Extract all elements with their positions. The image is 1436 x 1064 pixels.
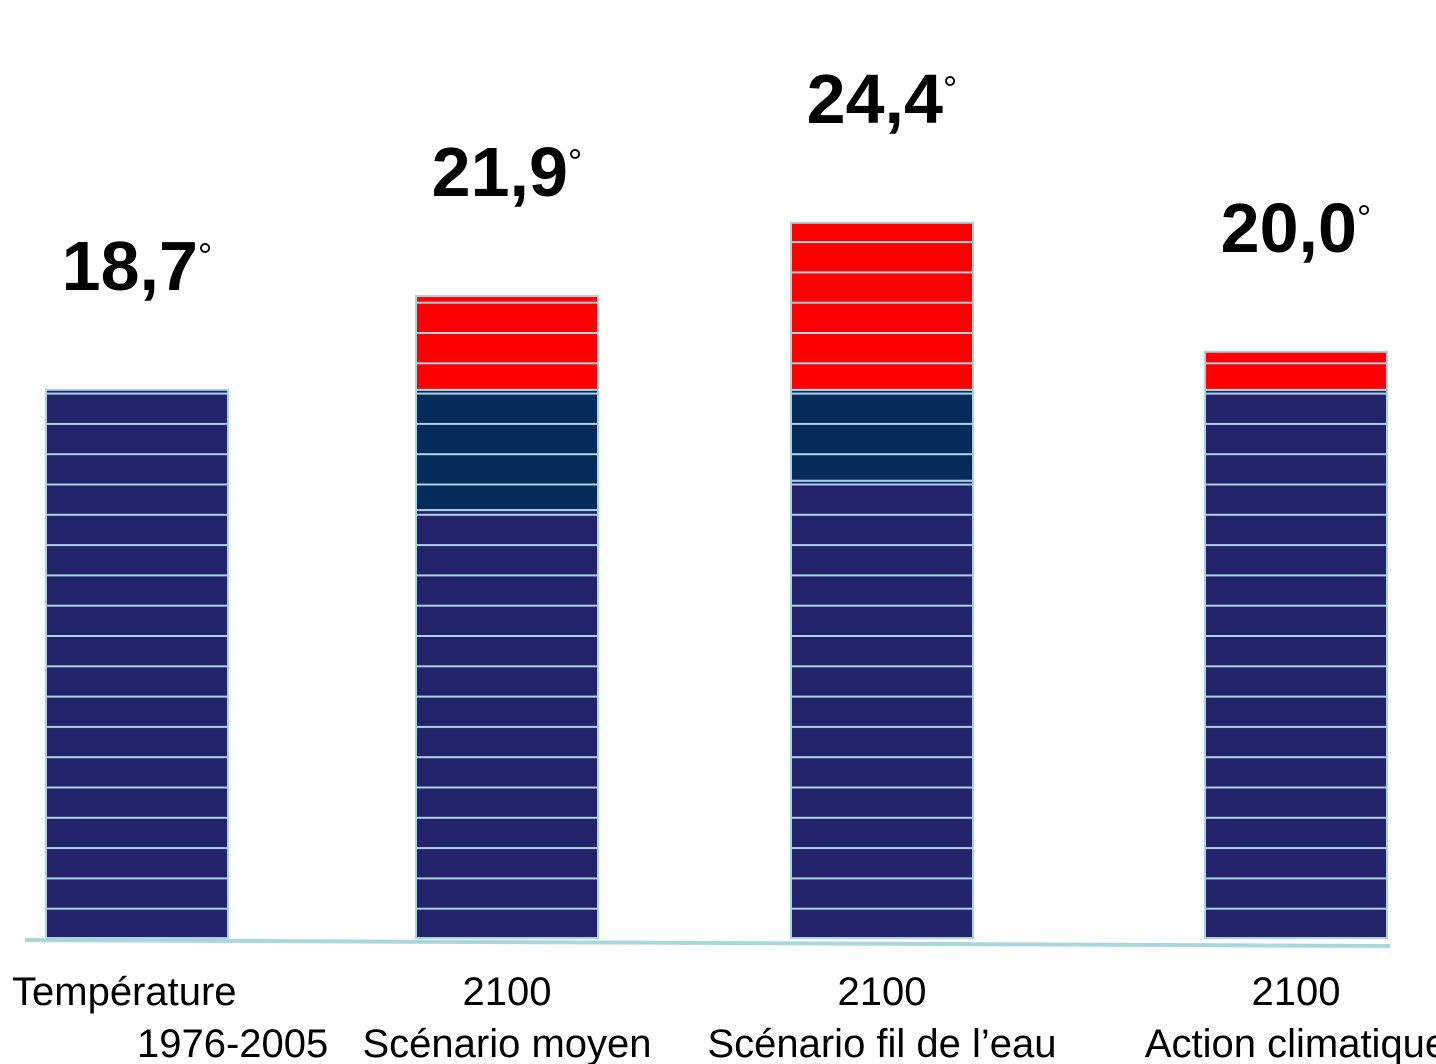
x-tick-label: 2100 (1252, 970, 1341, 1014)
x-tick-label: 2100 (838, 970, 927, 1014)
degree-symbol: ° (198, 235, 212, 276)
bar-stripes (46, 389, 228, 938)
x-tick-label: 2100 (463, 970, 552, 1014)
degree-symbol: ° (943, 68, 957, 109)
x-tick-label: Température (12, 970, 237, 1014)
bar-stripes (416, 296, 598, 390)
value-label-text: 24,4 (807, 60, 943, 138)
x-tick-label: Scénario moyen (362, 1022, 651, 1064)
value-label: 21,9° (432, 133, 583, 211)
value-label-text: 21,9 (432, 133, 568, 211)
bar-stripes (791, 480, 973, 938)
bar-stripes (416, 389, 598, 511)
value-label-text: 20,0 (1221, 189, 1357, 267)
bar-stripes (1205, 389, 1387, 938)
degree-symbol: ° (568, 141, 582, 182)
bar-stripes (416, 510, 598, 938)
bar-stripes (1205, 351, 1387, 390)
bar-stripes (791, 222, 973, 390)
value-label: 24,4° (807, 60, 958, 138)
value-label-text: 18,7 (62, 227, 198, 305)
value-label: 20,0° (1221, 189, 1372, 267)
x-tick-label: Scénario fil de l’eau (707, 1022, 1056, 1064)
x-tick-label: Action climatique (1145, 1022, 1436, 1064)
baseline (24, 938, 1391, 948)
degree-symbol: ° (1357, 197, 1371, 238)
x-tick-label: 1976-2005 (137, 1022, 328, 1064)
value-label: 18,7° (62, 227, 213, 305)
bar-stripes (791, 389, 973, 481)
